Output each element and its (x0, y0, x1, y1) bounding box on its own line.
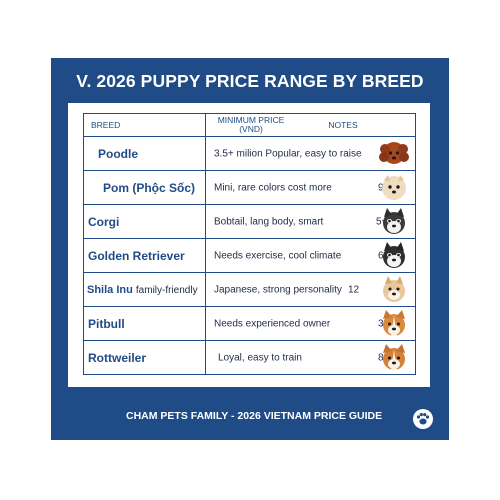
table-row: Poodle 3.5+ milion Popular, easy to rais… (83, 136, 416, 171)
header-breed: BREED (83, 113, 206, 137)
breed-info: Bobtail, lang body, smart 5+ (205, 204, 416, 239)
table-header-row: BREED MINIMUM PRICE (VND) NOTES (83, 113, 416, 137)
breed-count: 12 (348, 284, 360, 295)
header-min-notes: MINIMUM PRICE (VND) NOTES (205, 113, 416, 137)
breed-count: 5+ (376, 216, 388, 227)
corgi-puppy-icon (383, 309, 405, 336)
breed-notes: 3.5+ milion Popular, easy to raise (214, 148, 362, 159)
breed-name: Poodle (83, 136, 206, 171)
header-min-price-line1: MINIMUM PRICE (217, 115, 285, 125)
breed-name: Golden Retriever (83, 238, 206, 273)
breed-notes: Needs exercise, cool climate (214, 250, 342, 261)
breed-name: Shila Inu family-friendly (83, 272, 206, 307)
husky-puppy-icon (383, 207, 405, 234)
shiba-puppy-icon (383, 275, 405, 302)
footer-text: CHAM PETS FAMILY - 2026 VIETNAM PRICE GU… (126, 410, 383, 422)
breed-info: Needs experienced owner 3+ (205, 306, 416, 341)
corgi-puppy-icon (383, 343, 405, 370)
breed-name: Pom (Phộc Sốc) (83, 170, 206, 205)
breed-notes: Loyal, easy to train (218, 352, 302, 363)
table-row: Pom (Phộc Sốc) Mini, rare colors cost mo… (83, 170, 416, 205)
table-row: Pitbull Needs experienced owner 3+ (83, 306, 416, 341)
breed-name: Corgi (83, 204, 206, 239)
breed-info: 3.5+ milion Popular, easy to raise (205, 136, 416, 171)
husky-puppy-icon (383, 241, 405, 268)
breed-info: Needs exercise, cool climate 6+ (205, 238, 416, 273)
red-poodle-icon (379, 141, 409, 164)
table-row: Corgi Bobtail, lang body, smart 5+ (83, 204, 416, 239)
price-guide-card: V. 2026 PUPPY PRICE RANGE BY BREED BREED… (51, 58, 449, 440)
page-title: V. 2026 PUPPY PRICE RANGE BY BREED (76, 71, 424, 91)
breed-notes: Needs experienced owner (214, 318, 331, 329)
table-row: Rottweiler Loyal, easy to train 8+ (83, 340, 416, 375)
divider (83, 424, 413, 425)
cream-pom-icon (382, 174, 406, 200)
table-row: Shila Inu family-friendly Japanese, stro… (83, 272, 416, 307)
breed-name: Rottweiler (83, 340, 206, 375)
breed-info: Mini, rare colors cost more 9+ (205, 170, 416, 205)
breed-name-text: Shila Inu (87, 283, 133, 296)
breed-notes: Mini, rare colors cost more (214, 182, 332, 193)
breed-info: Japanese, strong personality 12 (205, 272, 416, 307)
header-notes: NOTES (328, 120, 358, 130)
breed-name: Pitbull (83, 306, 206, 341)
header-min-price-line2: (VND) (239, 124, 263, 134)
header-min-price: MINIMUM PRICE (VND) (210, 116, 292, 134)
paw-icon (413, 409, 433, 429)
breed-notes: Japanese, strong personality (214, 284, 342, 295)
price-table-panel: BREED MINIMUM PRICE (VND) NOTES (68, 103, 430, 425)
breed-info: Loyal, easy to train 8+ (205, 340, 416, 375)
breed-notes: Bobtail, lang body, smart (214, 216, 324, 227)
price-table: BREED MINIMUM PRICE (VND) NOTES (83, 113, 416, 375)
breed-note: family-friendly (135, 284, 198, 296)
table-row: Golden Retriever Needs exercise, cool cl… (83, 238, 416, 273)
